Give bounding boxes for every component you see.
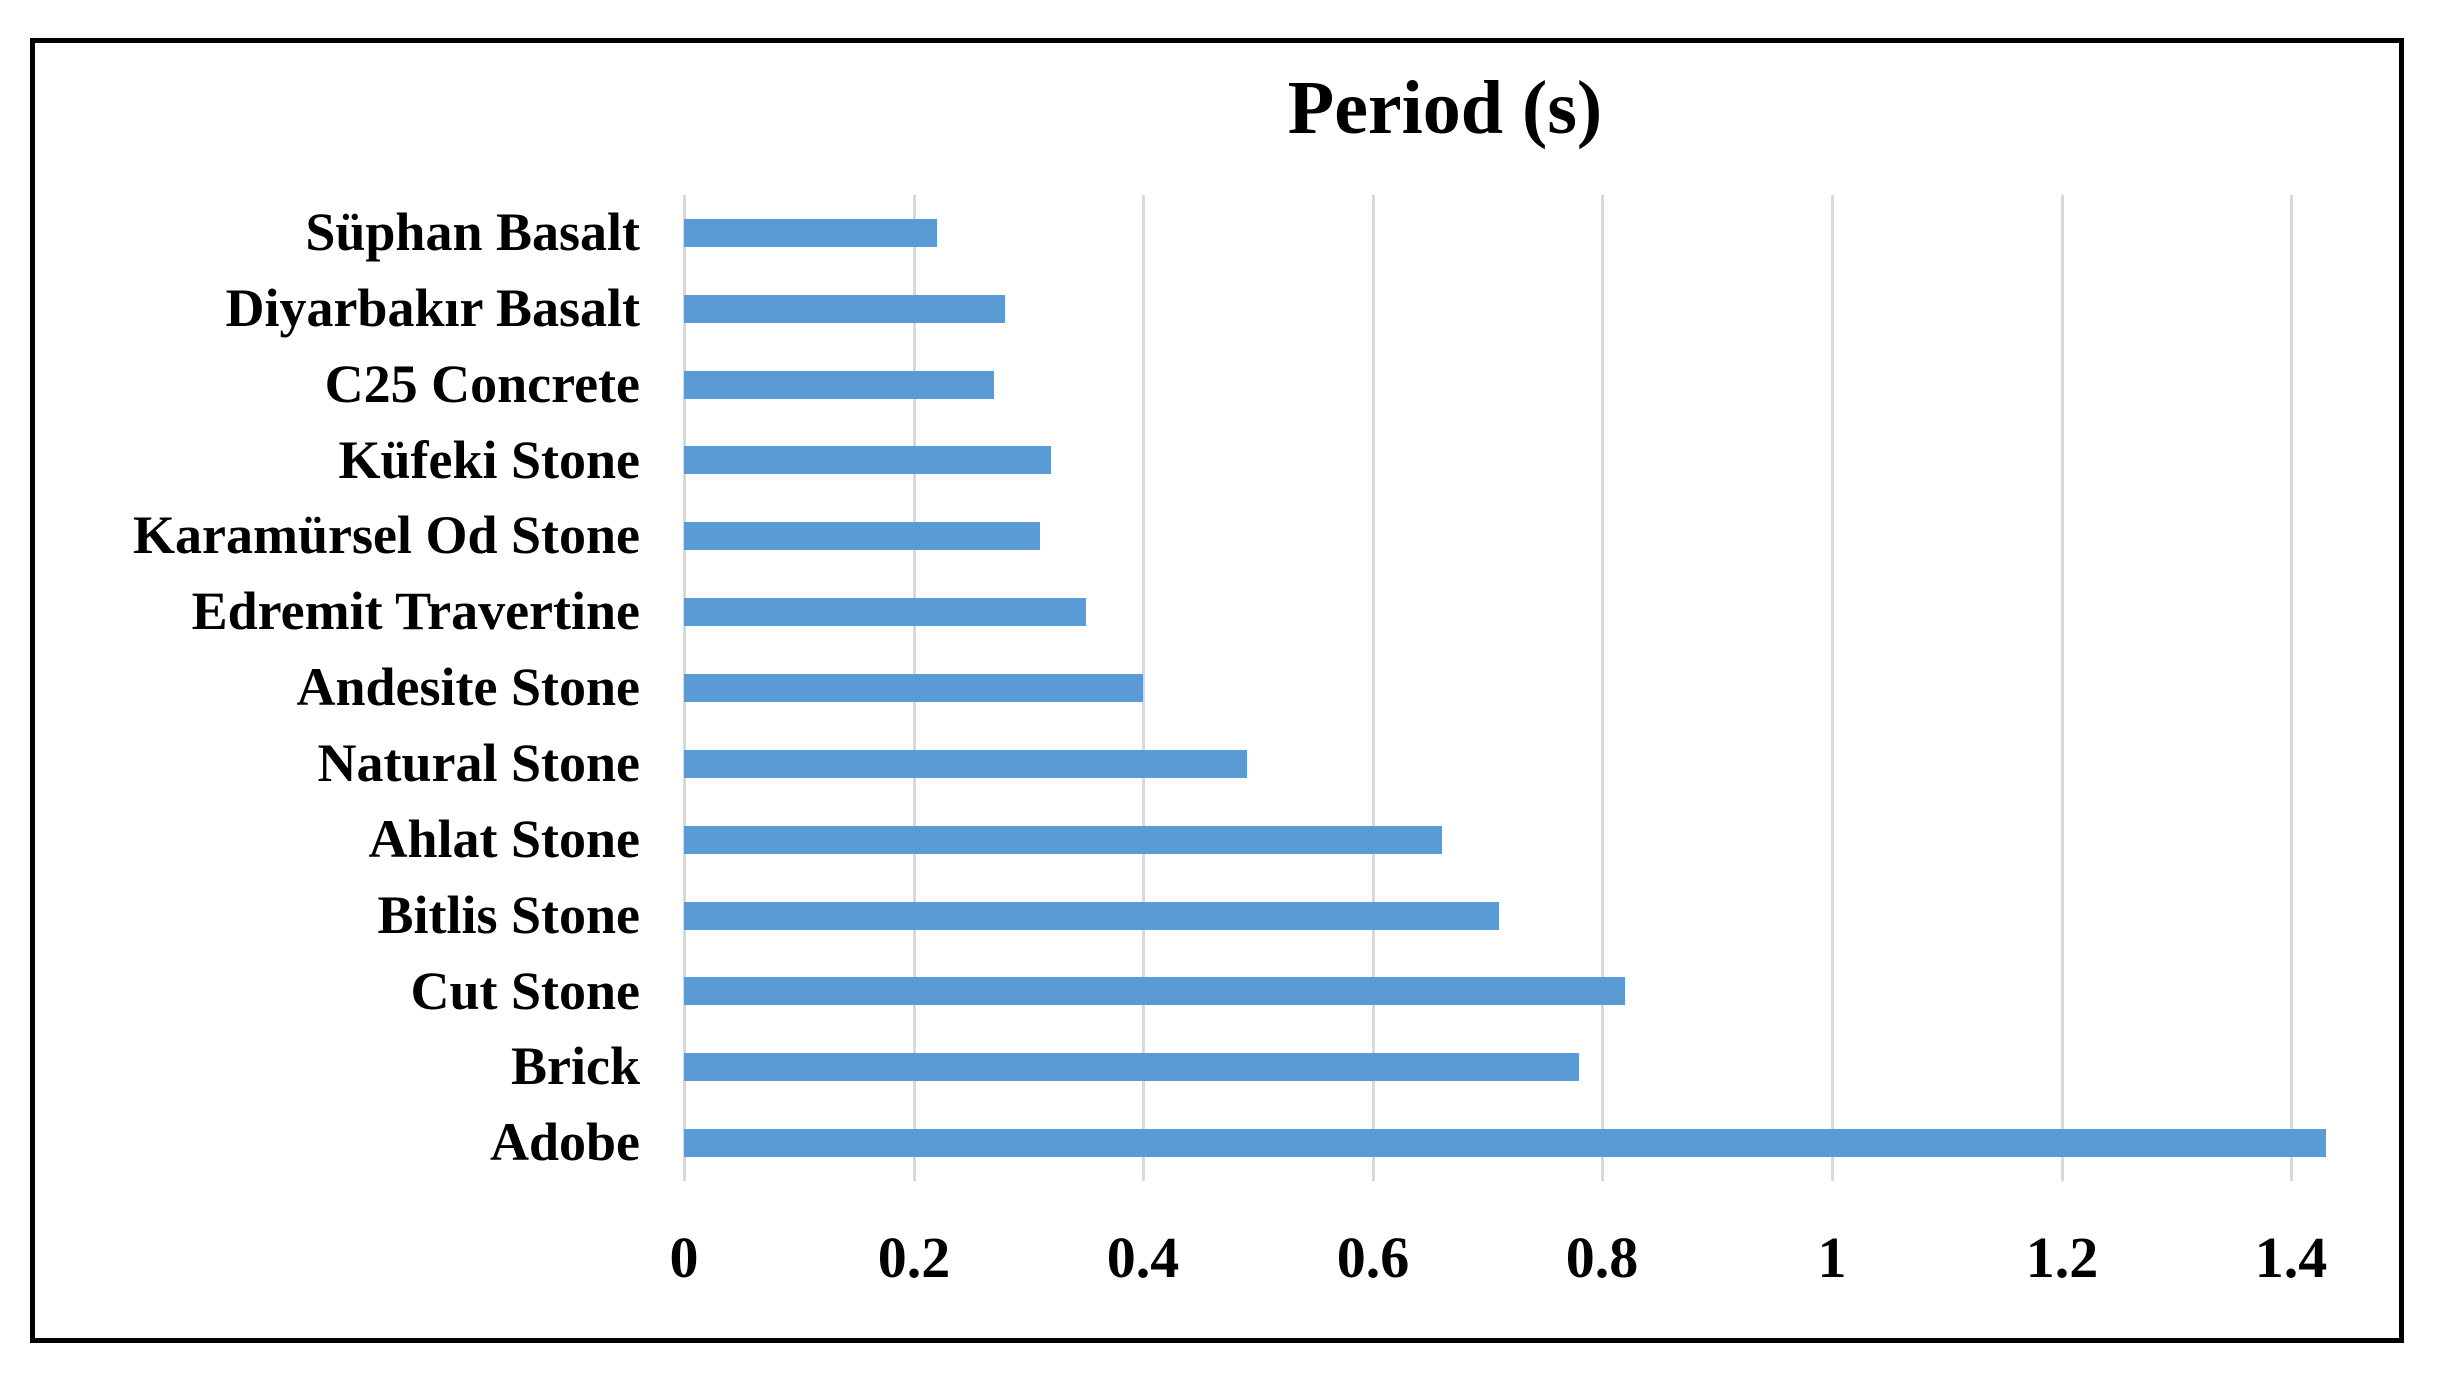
- x-tick-label: 0.6: [1336, 1225, 1410, 1290]
- category-label: Cut Stone: [410, 960, 640, 1021]
- bar: [684, 446, 1051, 475]
- category-label: Edremit Travertine: [191, 581, 640, 642]
- bar: [684, 1053, 1579, 1082]
- x-tick-label: 1.4: [2254, 1225, 2328, 1290]
- category-label: C25 Concrete: [324, 353, 640, 414]
- bar: [684, 901, 1499, 930]
- bar: [684, 749, 1247, 778]
- bar: [684, 977, 1625, 1006]
- x-tick-label: 0.2: [877, 1225, 951, 1290]
- category-label: Ahlat Stone: [368, 808, 640, 869]
- gridline: [1601, 195, 1604, 1182]
- x-tick-label: 0.8: [1565, 1225, 1639, 1290]
- bar: [684, 674, 1143, 703]
- bar: [684, 598, 1086, 627]
- category-label: Küfeki Stone: [338, 429, 640, 490]
- chart-border-frame: [30, 38, 2404, 1343]
- gridline: [1142, 195, 1145, 1182]
- category-label: Natural Stone: [317, 732, 641, 793]
- bar: [684, 294, 1005, 323]
- bar: [684, 1129, 2326, 1158]
- chart-title: Period (s): [1287, 66, 1603, 150]
- gridline: [1372, 195, 1375, 1182]
- x-tick-label: 0: [669, 1225, 699, 1290]
- bar: [684, 218, 937, 247]
- bar: [684, 370, 994, 399]
- bar: [684, 825, 1442, 854]
- category-label: Bitlis Stone: [377, 884, 640, 945]
- category-label: Karamürsel Od Stone: [133, 505, 640, 566]
- category-label: Süphan Basalt: [305, 202, 640, 262]
- gridline: [2061, 195, 2064, 1182]
- x-tick-label: 1: [1817, 1225, 1847, 1290]
- category-label: Brick: [511, 1036, 640, 1097]
- plot-area: [683, 195, 2389, 1182]
- gridline: [2290, 195, 2293, 1182]
- category-label: Andesite Stone: [296, 657, 640, 718]
- x-tick-label: 0.4: [1106, 1225, 1180, 1290]
- bar: [684, 522, 1040, 551]
- category-label: Adobe: [489, 1112, 640, 1173]
- x-tick-label: 1.2: [2025, 1225, 2099, 1290]
- gridline: [1831, 195, 1834, 1182]
- category-label: Diyarbakır Basalt: [225, 277, 640, 338]
